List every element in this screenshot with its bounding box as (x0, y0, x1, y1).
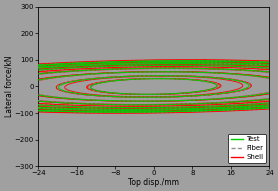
X-axis label: Top disp./mm: Top disp./mm (128, 178, 179, 187)
Y-axis label: Lateral force/kN: Lateral force/kN (4, 56, 13, 117)
Legend: Test, Fiber, Shell: Test, Fiber, Shell (228, 134, 266, 163)
